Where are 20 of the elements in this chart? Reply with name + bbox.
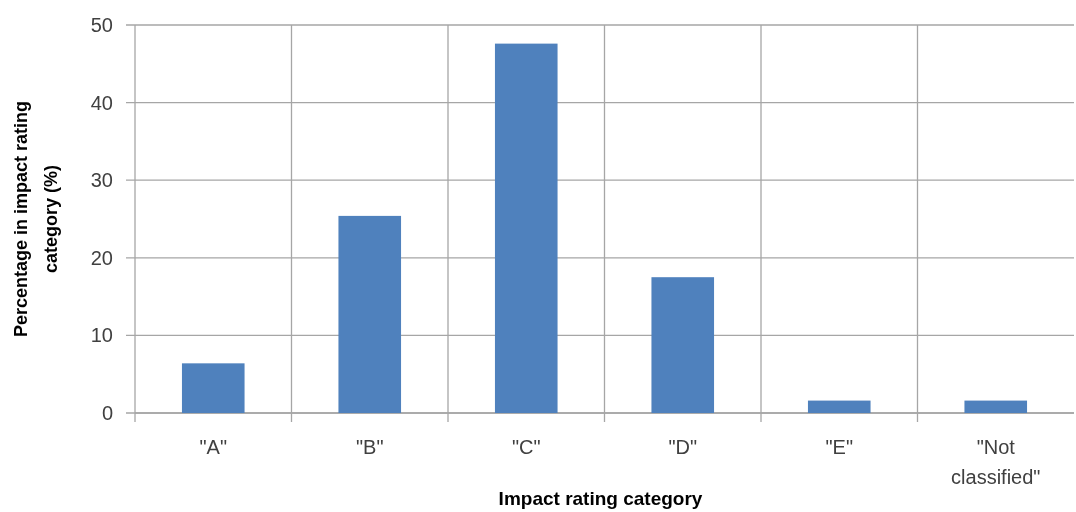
bar — [807, 400, 871, 413]
bar — [651, 277, 715, 413]
x-tick-label: "D" — [668, 436, 698, 458]
x-tick-label: "E" — [825, 436, 854, 458]
y-axis-title: Percentage in impact rating category (%) — [11, 100, 61, 338]
x-tick-label: "C" — [511, 436, 541, 458]
y-tick-label: 50 — [90, 14, 113, 36]
bar — [181, 363, 245, 413]
bar — [338, 215, 402, 413]
y-tick-label: 40 — [90, 91, 113, 114]
y-tick-label: 30 — [90, 169, 113, 192]
y-tick-label: 0 — [101, 402, 113, 424]
y-tick-label: 20 — [90, 246, 113, 269]
x-tick-label: "A" — [199, 436, 228, 458]
x-tick-label: "Not classified" — [951, 436, 1041, 488]
y-tick-label: 10 — [90, 324, 113, 347]
x-axis-title: Impact rating category — [498, 488, 703, 509]
bar — [964, 400, 1028, 413]
x-tick-label: "B" — [355, 436, 384, 458]
bar — [494, 43, 558, 413]
